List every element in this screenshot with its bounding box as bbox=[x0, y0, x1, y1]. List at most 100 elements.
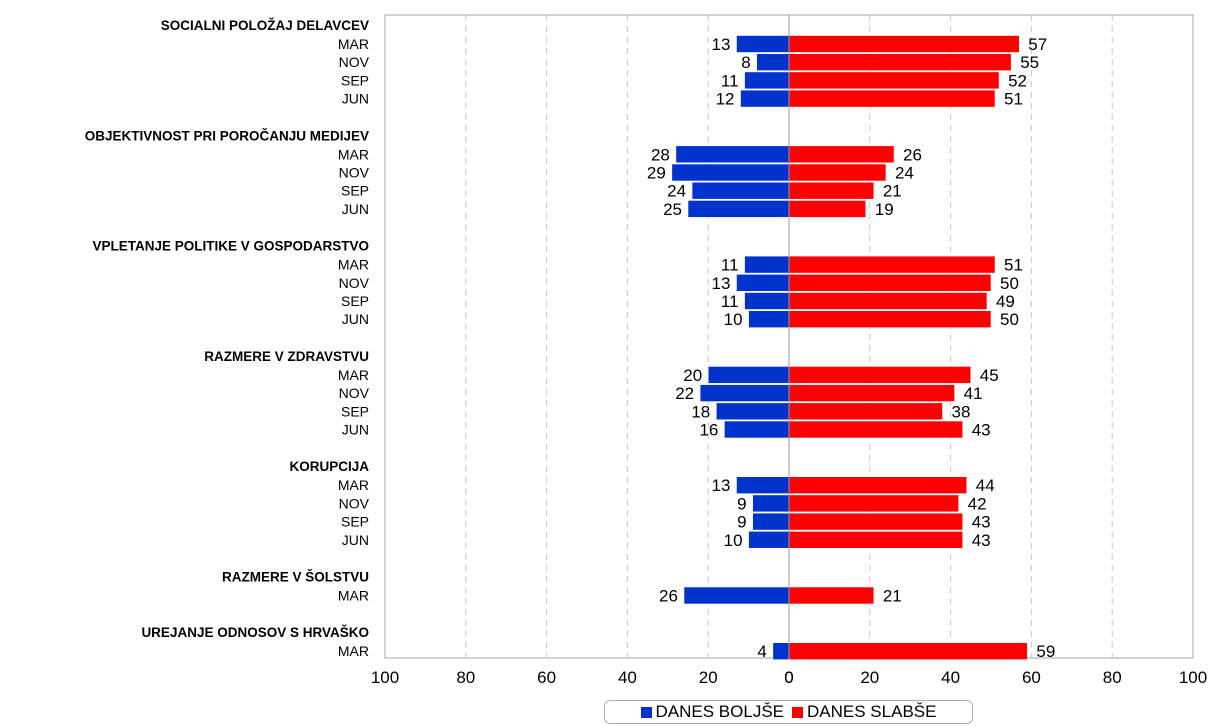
bar-danes-slabse bbox=[788, 89, 996, 108]
x-tick-label-left: 20 bbox=[699, 668, 718, 687]
data-label-slabse: 19 bbox=[875, 200, 894, 219]
data-label-boljse: 20 bbox=[683, 366, 702, 385]
bar-danes-boljse bbox=[736, 273, 790, 292]
data-label-boljse: 18 bbox=[691, 402, 710, 421]
data-label-slabse: 50 bbox=[1000, 274, 1019, 293]
x-tick-label-left: 100 bbox=[371, 668, 399, 687]
data-label-slabse: 50 bbox=[1000, 310, 1019, 329]
bar-danes-boljse bbox=[748, 310, 790, 329]
bar-danes-boljse bbox=[675, 145, 790, 164]
bar-danes-slabse bbox=[788, 163, 887, 182]
legend-item-slabse: DANES SLABŠE bbox=[792, 702, 936, 722]
data-label-slabse: 59 bbox=[1036, 642, 1055, 661]
bar-danes-boljse bbox=[772, 642, 790, 661]
bar-danes-slabse bbox=[788, 71, 1000, 90]
bar-danes-boljse bbox=[691, 181, 790, 200]
bar-danes-slabse bbox=[788, 145, 895, 164]
data-label-boljse: 13 bbox=[712, 476, 731, 495]
data-label-slabse: 38 bbox=[952, 402, 971, 421]
data-label-boljse: 12 bbox=[716, 90, 735, 109]
data-label-slabse: 44 bbox=[976, 476, 995, 495]
data-label-slabse: 41 bbox=[964, 384, 983, 403]
row-label: MAR bbox=[338, 477, 369, 493]
data-label-slabse: 24 bbox=[895, 164, 914, 183]
data-label-boljse: 10 bbox=[724, 310, 743, 329]
group-label: OBJEKTIVNOST PRI POROČANJU MEDIJEV bbox=[85, 128, 369, 143]
bar-danes-slabse bbox=[788, 402, 943, 421]
bar-danes-boljse bbox=[752, 512, 790, 531]
row-label: MAR bbox=[338, 36, 369, 52]
row-label: SEP bbox=[341, 72, 369, 88]
data-label-boljse: 11 bbox=[721, 71, 739, 90]
legend-label-slabse: DANES SLABŠE bbox=[807, 702, 937, 721]
bar-danes-boljse bbox=[744, 71, 790, 90]
bar-danes-slabse bbox=[788, 586, 875, 605]
data-label-slabse: 42 bbox=[968, 494, 987, 513]
row-label: JUN bbox=[342, 311, 369, 327]
bar-danes-slabse bbox=[788, 530, 964, 549]
row-label: MAR bbox=[338, 588, 369, 604]
bar-danes-slabse bbox=[788, 476, 968, 495]
x-tick-label-right: 0 bbox=[784, 668, 793, 687]
row-label: NOV bbox=[339, 54, 370, 70]
legend-swatch-slabse bbox=[792, 706, 804, 718]
row-label: NOV bbox=[339, 275, 370, 291]
data-label-slabse: 57 bbox=[1028, 35, 1047, 54]
data-label-boljse: 9 bbox=[737, 494, 746, 513]
row-label: JUN bbox=[342, 422, 369, 438]
bar-danes-slabse bbox=[788, 35, 1020, 53]
bar-danes-boljse bbox=[756, 53, 790, 72]
row-label: MAR bbox=[338, 257, 369, 273]
row-label: MAR bbox=[338, 146, 369, 162]
data-label-boljse: 8 bbox=[741, 53, 750, 72]
data-label-boljse: 16 bbox=[699, 421, 718, 440]
row-label: SEP bbox=[341, 514, 369, 530]
bar-danes-slabse bbox=[788, 420, 964, 439]
data-label-boljse: 26 bbox=[659, 587, 678, 606]
row-label: JUN bbox=[342, 532, 369, 548]
row-label: MAR bbox=[338, 367, 369, 383]
x-tick-label-left: 60 bbox=[537, 668, 556, 687]
row-label: SEP bbox=[341, 293, 369, 309]
data-label-slabse: 26 bbox=[903, 145, 922, 164]
data-label-slabse: 43 bbox=[972, 531, 991, 550]
row-label: NOV bbox=[339, 385, 370, 401]
bar-danes-boljse bbox=[736, 35, 790, 53]
bar-danes-slabse bbox=[788, 310, 992, 329]
data-label-slabse: 55 bbox=[1020, 53, 1039, 72]
data-label-boljse: 11 bbox=[721, 256, 739, 275]
x-tick-label-right: 60 bbox=[1022, 668, 1041, 687]
x-tick-label-right: 40 bbox=[941, 668, 960, 687]
bar-danes-boljse bbox=[687, 200, 790, 218]
data-label-boljse: 29 bbox=[647, 164, 666, 183]
data-label-boljse: 22 bbox=[675, 384, 694, 403]
row-label: JUN bbox=[342, 201, 369, 217]
bar-danes-boljse bbox=[699, 384, 790, 402]
data-label-boljse: 9 bbox=[737, 513, 746, 532]
bar-danes-slabse bbox=[788, 53, 1012, 72]
bar-danes-boljse bbox=[744, 292, 790, 310]
data-label-boljse: 11 bbox=[721, 292, 739, 311]
group-label: KORUPCIJA bbox=[289, 459, 369, 474]
row-label: SEP bbox=[341, 403, 369, 419]
bar-danes-slabse bbox=[788, 255, 996, 274]
data-label-slabse: 51 bbox=[1004, 256, 1023, 275]
bar-danes-slabse bbox=[788, 366, 972, 384]
data-label-slabse: 21 bbox=[883, 182, 902, 201]
x-tick-label-right: 80 bbox=[1103, 668, 1122, 687]
bar-danes-boljse bbox=[752, 494, 790, 513]
x-tick-label-right: 100 bbox=[1179, 668, 1207, 687]
legend-item-boljse: DANES BOLJŠE bbox=[640, 702, 784, 722]
bar-danes-slabse bbox=[788, 494, 959, 513]
data-label-slabse: 52 bbox=[1008, 71, 1027, 90]
data-label-slabse: 45 bbox=[980, 366, 999, 385]
row-label: NOV bbox=[339, 495, 370, 511]
bar-danes-boljse bbox=[707, 366, 790, 384]
group-label: RAZMERE V ŠOLSTVU bbox=[222, 570, 369, 585]
data-label-slabse: 51 bbox=[1004, 90, 1023, 109]
bar-danes-boljse bbox=[744, 255, 790, 274]
bar-danes-slabse bbox=[788, 384, 955, 402]
x-tick-label-left: 0 bbox=[784, 668, 793, 687]
chart-legend: DANES BOLJŠE DANES SLABŠE bbox=[604, 700, 973, 724]
data-label-slabse: 43 bbox=[972, 421, 991, 440]
